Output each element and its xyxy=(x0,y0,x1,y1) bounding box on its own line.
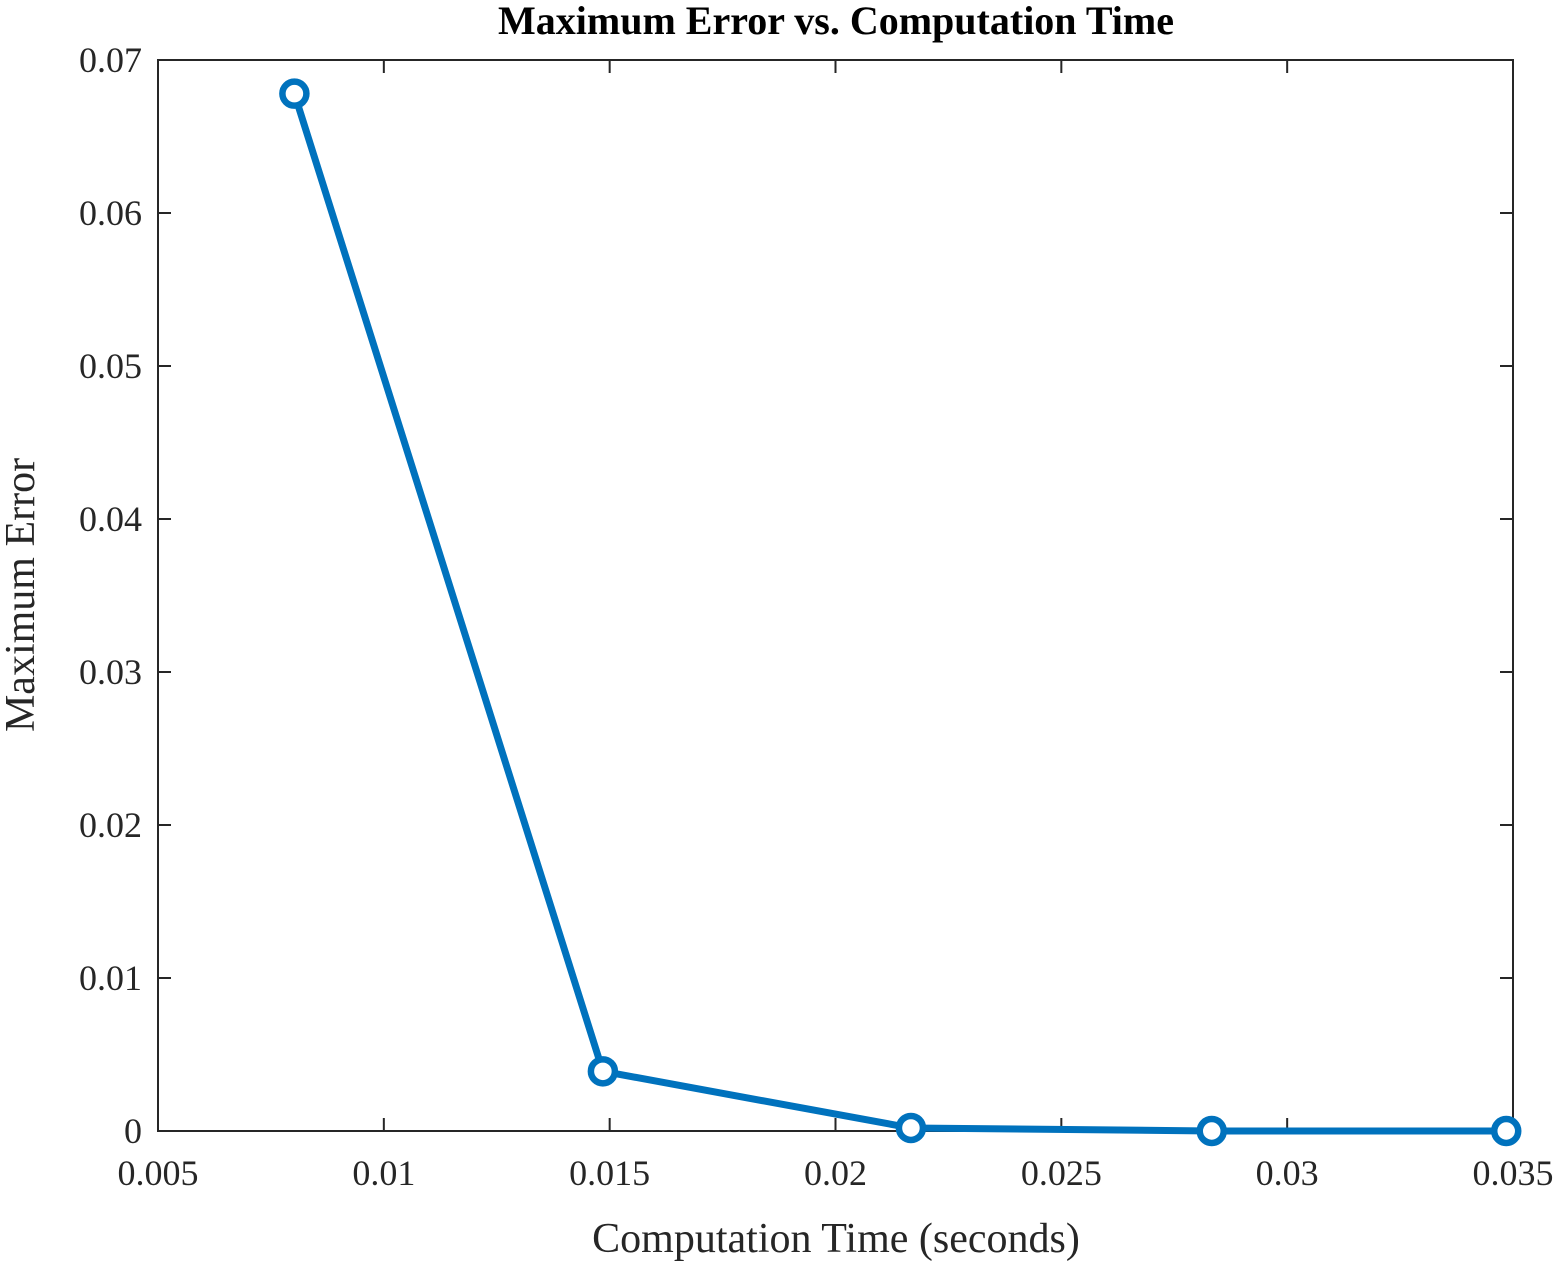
x-tick-label: 0.035 xyxy=(1473,1153,1554,1193)
data-point xyxy=(279,78,310,109)
x-axis-ticks: 0.005 0.01 0.015 0.02 0.025 0.03 0.035 xyxy=(118,60,1554,1193)
y-axis-label: Maximum Error xyxy=(0,458,44,732)
x-tick-label: 0.02 xyxy=(804,1153,867,1193)
x-tick-label: 0.03 xyxy=(1256,1153,1319,1193)
y-tick-label: 0.01 xyxy=(79,958,142,998)
y-tick-label: 0.04 xyxy=(79,499,142,539)
chart-title: Maximum Error vs. Computation Time xyxy=(498,0,1174,43)
y-tick-label: 0 xyxy=(124,1111,142,1151)
data-point xyxy=(1196,1115,1227,1147)
x-tick-label: 0.01 xyxy=(352,1153,415,1193)
y-tick-label: 0.07 xyxy=(79,40,142,80)
y-tick-label: 0.06 xyxy=(79,193,142,233)
plot-area-frame xyxy=(157,59,1514,1132)
series-layer xyxy=(279,78,1522,1147)
data-point xyxy=(587,1056,619,1087)
x-axis-label: Computation Time (seconds) xyxy=(592,1216,1080,1262)
y-tick-label: 0.02 xyxy=(79,805,142,845)
y-axis-ticks: 0 0.01 0.02 0.03 0.04 0.05 0.06 0.07 xyxy=(79,40,1513,1151)
y-tick-label: 0.05 xyxy=(79,346,142,386)
x-tick-label: 0.015 xyxy=(569,1153,650,1193)
x-tick-label: 0.005 xyxy=(118,1153,199,1193)
x-tick-label: 0.025 xyxy=(1021,1153,1102,1193)
y-tick-label: 0.03 xyxy=(79,652,142,692)
data-point xyxy=(1490,1115,1522,1147)
data-point xyxy=(895,1112,927,1144)
